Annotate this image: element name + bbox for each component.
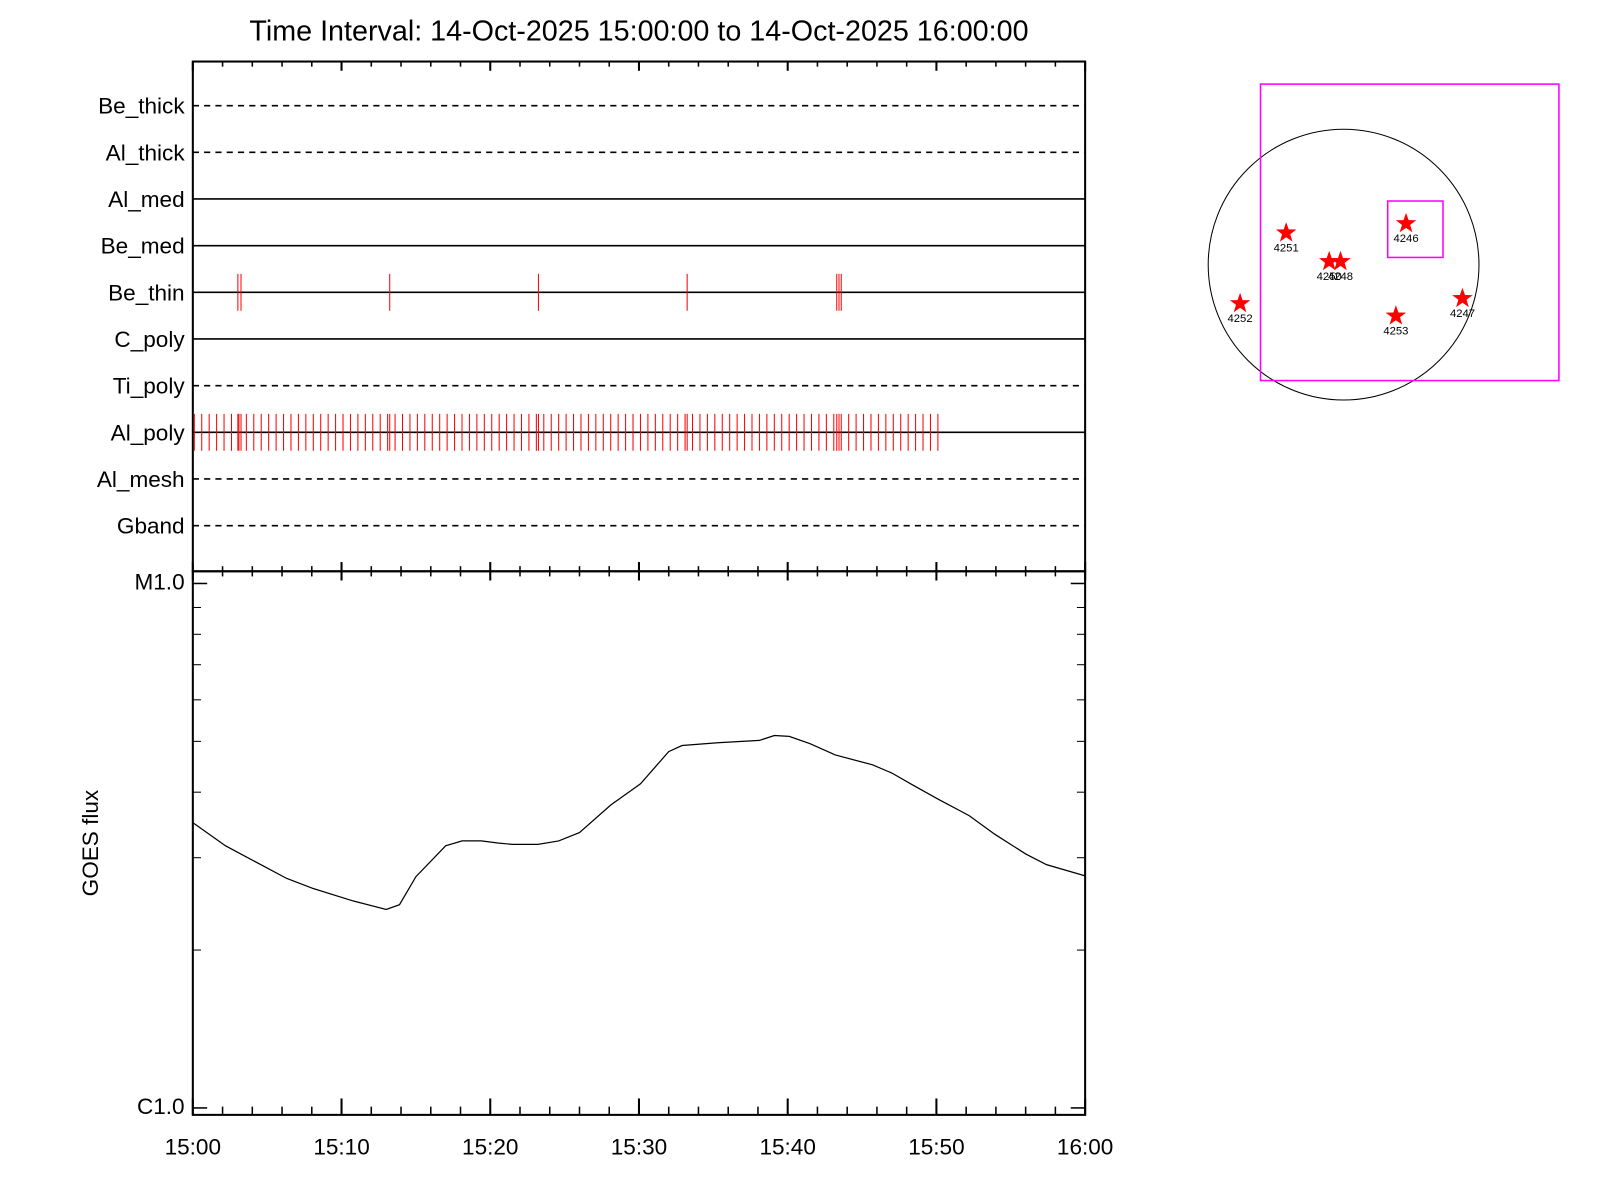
- region-star: [1330, 250, 1351, 271]
- channel-label: Be_med: [101, 234, 185, 259]
- x-tick-label: 15:00: [165, 1135, 221, 1160]
- x-tick-label: 15:50: [908, 1135, 964, 1160]
- field-of-view: [1259, 83, 1560, 382]
- channel-label: Al_poly: [111, 420, 186, 445]
- region-label: 4246: [1394, 233, 1419, 245]
- region-star: [1229, 292, 1251, 313]
- region-label: 4247: [1450, 308, 1475, 320]
- channel-label: Al_thick: [106, 140, 186, 165]
- region-label: 4250: [1317, 271, 1342, 283]
- region-star: [1395, 212, 1417, 233]
- channel-label: Be_thin: [108, 280, 184, 305]
- channel-label: Be_thick: [98, 94, 185, 119]
- channel-label: Al_mesh: [97, 467, 185, 492]
- panel-frame: [191, 570, 1087, 1116]
- panel-frame: [191, 60, 1087, 573]
- chart-title: Time Interval: 14-Oct-2025 15:00:00 to 1…: [249, 15, 1028, 47]
- region-label: 4251: [1274, 242, 1299, 254]
- region-star: [1452, 287, 1473, 308]
- field-of-view: [1386, 200, 1444, 259]
- region-star: [1385, 305, 1407, 325]
- region-star: [1276, 222, 1297, 242]
- solar-limb: [1207, 128, 1480, 401]
- channel-label: C_poly: [114, 327, 185, 352]
- region-star: [1318, 250, 1340, 271]
- region-label: 4252: [1228, 313, 1253, 325]
- region-label: 4253: [1383, 325, 1408, 337]
- x-tick-label: 15:40: [759, 1135, 815, 1160]
- x-tick-label: 15:30: [611, 1135, 667, 1160]
- channel-label: Ti_poly: [113, 374, 186, 399]
- y-tick-label: C1.0: [137, 1094, 185, 1119]
- y-axis-label: GOES flux: [78, 789, 103, 896]
- y-tick-label: M1.0: [134, 569, 184, 594]
- x-tick-label: 15:10: [313, 1135, 369, 1160]
- x-tick-label: 15:20: [462, 1135, 518, 1160]
- channel-label: Gband: [117, 514, 185, 539]
- flux-line: [192, 734, 1086, 911]
- channel-label: Al_med: [108, 187, 184, 212]
- region-label: 4248: [1328, 271, 1353, 283]
- x-tick-label: 16:00: [1057, 1135, 1113, 1160]
